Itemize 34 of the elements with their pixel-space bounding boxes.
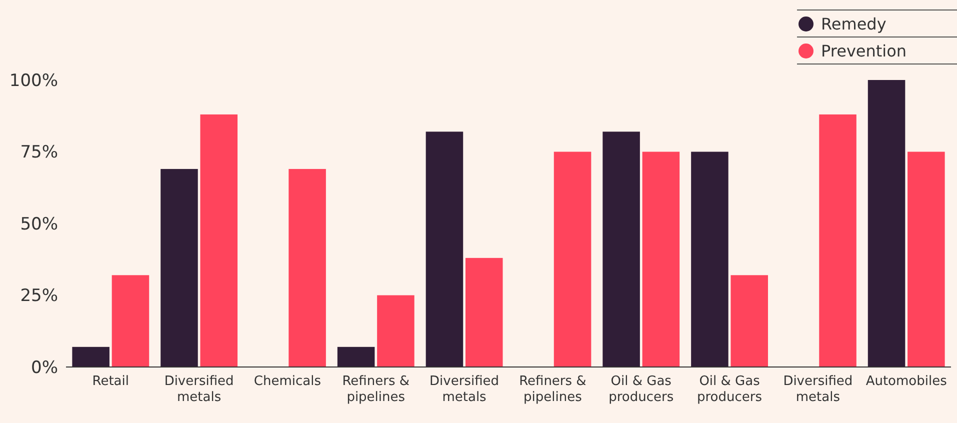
- x-tick-label: Oil & Gas producers: [608, 374, 674, 405]
- bar: [288, 168, 326, 367]
- x-tick-label: Diversified metals: [164, 374, 234, 405]
- y-tick-label: 100%: [9, 70, 58, 91]
- bar: [160, 168, 198, 367]
- x-tick-label: Diversified metals: [783, 374, 853, 405]
- bar: [337, 346, 375, 367]
- y-tick-label: 0%: [31, 358, 58, 378]
- bar: [200, 114, 238, 367]
- y-tick-label: 50%: [20, 214, 58, 234]
- legend-label: Prevention: [821, 42, 907, 61]
- bar: [691, 152, 728, 367]
- bar: [908, 152, 945, 367]
- bar: [602, 132, 640, 367]
- y-tick-label: 25%: [20, 286, 58, 306]
- bar: [554, 152, 592, 367]
- x-tick-label: Refiners & pipelines: [519, 374, 586, 405]
- x-tick-label: Chemicals: [254, 374, 322, 389]
- x-tick-label: Refiners & pipelines: [342, 374, 410, 405]
- bar: [819, 114, 856, 367]
- bar: [377, 295, 414, 367]
- bar: [112, 275, 150, 367]
- x-tick-label: Retail: [92, 374, 130, 389]
- bar: [72, 346, 110, 367]
- y-tick-label: 75%: [20, 142, 58, 163]
- bar: [868, 80, 906, 367]
- bar: [426, 132, 464, 367]
- legend-label: Remedy: [821, 14, 886, 34]
- bar: [730, 275, 768, 367]
- x-tick-label: Automobiles: [866, 374, 948, 389]
- bar: [642, 152, 680, 367]
- x-tick-label: Oil & Gas producers: [697, 374, 762, 405]
- bar: [465, 258, 503, 367]
- x-tick-label: Diversified metals: [430, 374, 500, 405]
